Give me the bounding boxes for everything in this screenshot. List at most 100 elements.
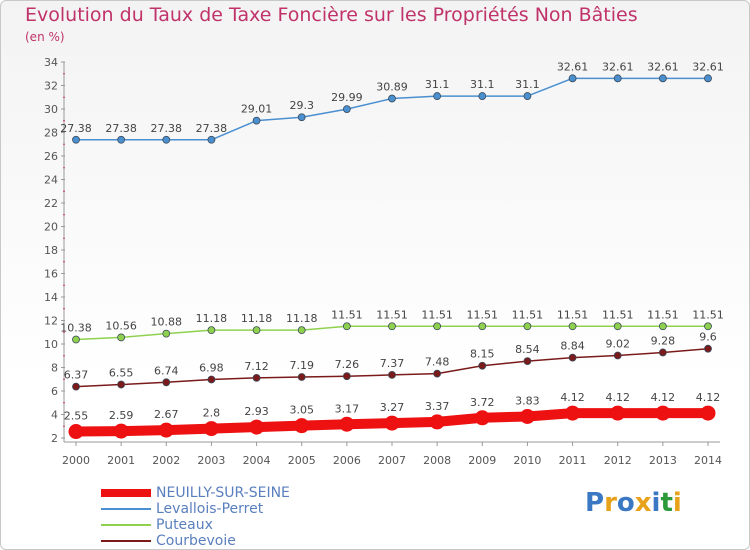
data-label: 7.48 [425,356,450,369]
logo-letter: i [672,488,682,518]
legend-label: Courbevoie [156,533,236,549]
data-label: 10.38 [60,322,92,335]
data-label: 6.37 [64,369,89,382]
data-label: 11.18 [286,312,318,325]
y-tick-label: 24 [44,174,58,187]
data-label: 31.1 [515,78,540,91]
data-label: 3.83 [515,394,540,407]
data-label: 4.12 [560,391,585,404]
data-point [162,135,171,144]
x-tick-label: 2003 [197,454,225,467]
x-tick-label: 2010 [513,454,541,467]
data-label: 29.3 [289,99,314,112]
chart-title: Evolution du Taux de Taxe Foncière sur l… [25,4,638,26]
y-tick-label: 30 [44,103,58,116]
data-label: 8.15 [470,348,495,361]
data-label: 7.12 [244,360,269,373]
data-point [433,369,442,378]
data-point [658,348,667,357]
data-point [704,74,712,83]
data-label: 9.28 [651,334,676,347]
data-label: 4.12 [651,391,676,404]
data-label: 11.51 [331,308,363,321]
data-point [433,322,442,331]
data-point [478,361,487,370]
data-point [117,333,126,342]
data-label: 4.12 [696,391,721,404]
logo-letter: t [660,488,673,518]
data-point [388,94,396,103]
data-point [478,92,487,100]
data-point [613,351,622,360]
data-label: 30.89 [376,81,408,94]
legend-swatch [101,489,151,497]
data-label: 11.18 [196,312,228,325]
data-point [297,113,306,122]
legend-label: Puteaux [156,517,213,533]
data-point [704,322,712,331]
data-label: 11.51 [467,308,499,321]
logo-letter: x [634,488,652,518]
data-label: 11.51 [602,308,634,321]
data-label: 9.6 [699,331,717,344]
x-tick-label: 2011 [559,454,587,467]
data-point [433,92,442,100]
legend-label: Levallois-Perret [156,501,264,517]
data-label: 7.37 [380,357,405,370]
data-point [704,344,712,353]
data-label: 7.26 [335,358,360,371]
data-label: 10.56 [105,319,137,332]
data-point [568,74,577,83]
data-point [388,371,396,379]
data-label: 11.18 [241,312,273,325]
y-tick-label: 32 [44,80,58,93]
chart-unit-label: (en %) [25,30,65,44]
y-tick-label: 8 [51,362,58,375]
data-point [610,405,626,421]
x-tick-label: 2012 [604,454,632,467]
data-point [72,382,80,391]
y-tick-label: 26 [44,150,58,163]
data-point [297,373,306,381]
legend-swatch [101,524,151,526]
data-point [658,74,667,83]
data-label: 6.74 [154,364,179,377]
data-point [342,372,351,381]
y-tick-label: 14 [44,291,58,304]
data-label: 11.51 [647,308,679,321]
data-point [252,326,261,335]
data-label: 27.38 [60,122,92,135]
data-point [342,105,351,114]
y-tick-label: 28 [44,127,58,140]
data-point [342,322,351,331]
data-point [613,322,622,331]
data-point [568,353,577,362]
data-label: 3.37 [425,400,450,413]
data-label: 29.99 [331,91,363,104]
data-label: 4.12 [605,391,630,404]
y-tick-label: 12 [44,315,58,328]
x-tick-label: 2002 [152,454,180,467]
legend-swatch [101,508,151,510]
data-label: 2.67 [154,408,179,421]
data-point [249,419,265,435]
legend-swatch [101,540,151,542]
data-point [474,410,490,426]
logo-letter: o [616,488,635,518]
data-label: 27.38 [196,122,228,135]
data-label: 9.02 [605,338,630,351]
x-tick-label: 2005 [288,454,316,467]
data-point [565,405,581,421]
data-point [117,380,126,389]
data-label: 11.51 [692,308,724,321]
logo-letter: i [651,488,661,518]
data-point [339,416,355,432]
data-point [388,322,396,331]
proxiti-logo: Proxiti [585,488,682,518]
data-point [658,322,667,331]
data-label: 10.88 [151,316,183,329]
logo-letter: P [585,488,605,518]
data-label: 11.51 [512,308,544,321]
x-tick-label: 2014 [694,454,722,467]
